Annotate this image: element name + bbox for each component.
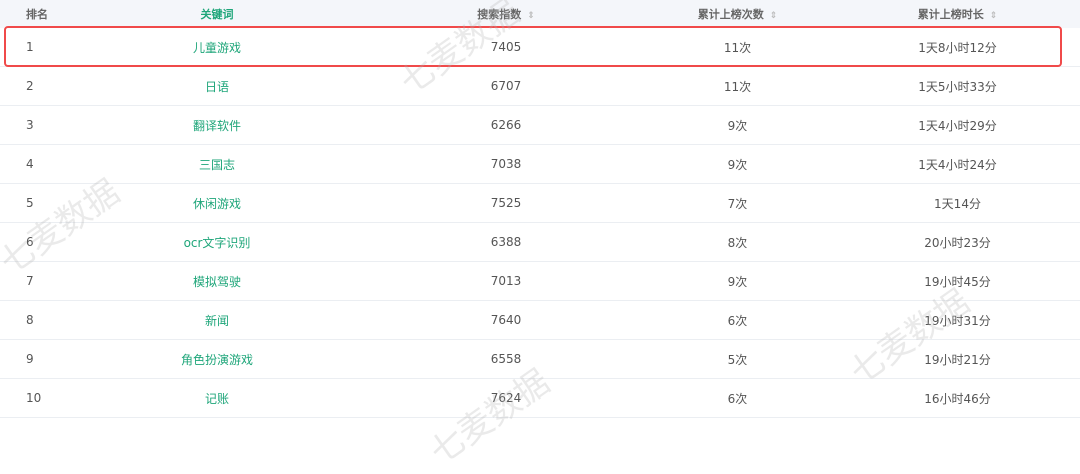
count: 6次 [727,313,748,328]
table-row: 10 记账 7624 6次 16小时46分 [0,379,1080,418]
rank: 7 [26,274,34,288]
keyword-link[interactable]: 记账 [204,391,229,406]
duration: 1天5小时33分 [918,79,997,94]
rank: 6 [26,235,34,249]
table-row: 9 角色扮演游戏 6558 5次 19小时21分 [0,340,1080,379]
duration: 1天8小时12分 [918,40,997,55]
table-row: 3 翻译软件 6266 9次 1天4小时29分 [0,106,1080,145]
count: 8次 [727,235,748,250]
keyword-link[interactable]: 新闻 [204,313,229,328]
count: 9次 [727,274,748,289]
duration: 1天4小时29分 [918,118,997,133]
search-index: 7624 [490,391,522,405]
duration: 19小时21分 [924,352,991,367]
rank: 10 [26,391,42,405]
table-row: 6 ocr文字识别 6388 8次 20小时23分 [0,223,1080,262]
duration: 1天4小时24分 [918,157,997,172]
count: 11次 [723,40,752,55]
rank: 8 [26,313,34,327]
search-index: 6388 [490,235,522,249]
search-index: 7405 [490,40,522,54]
search-index: 6558 [490,352,522,366]
keyword-link[interactable]: 儿童游戏 [192,40,241,55]
count: 5次 [727,352,748,367]
duration: 19小时45分 [924,274,991,289]
duration: 16小时46分 [924,391,991,406]
search-index: 6266 [490,118,522,132]
keyword-link[interactable]: 日语 [204,79,229,94]
table-header: 排名 关键词 搜索指数 ⇕ 累计上榜次数 ⇕ 累计上榜时长 ⇕ [0,0,1080,28]
duration: 20小时23分 [924,235,991,250]
count: 7次 [727,196,748,211]
search-index: 7038 [490,157,522,171]
rank: 2 [26,79,34,93]
table-row: 2 日语 6707 11次 1天5小时33分 [0,67,1080,106]
table-row: 5 休闲游戏 7525 7次 1天14分 [0,184,1080,223]
table-row: 4 三国志 7038 9次 1天4小时24分 [0,145,1080,184]
search-index: 7640 [490,313,522,327]
keyword-link[interactable]: 三国志 [198,157,235,172]
table-row: 7 模拟驾驶 7013 9次 19小时45分 [0,262,1080,301]
keyword-link[interactable]: 翻译软件 [192,118,241,133]
count: 6次 [727,391,748,406]
duration: 19小时31分 [924,313,991,328]
table-row: 8 新闻 7640 6次 19小时31分 [0,301,1080,340]
rank: 4 [26,157,34,171]
header-duration[interactable]: 累计上榜时长 ⇕ [917,8,998,21]
sort-arrows-icon[interactable]: ⇕ [769,11,778,21]
sort-arrows-icon[interactable]: ⇕ [527,11,535,21]
rank: 1 [26,40,34,54]
rank: 3 [26,118,34,132]
keyword-link[interactable]: 角色扮演游戏 [180,352,253,367]
keyword-link[interactable]: 模拟驾驶 [192,274,241,289]
keyword-link[interactable]: 休闲游戏 [192,196,241,211]
rank: 9 [26,352,34,366]
search-index: 7013 [490,274,522,288]
sort-arrows-icon[interactable]: ⇕ [989,11,998,21]
table-row: 1 儿童游戏 7405 11次 1天8小时12分 [0,28,1080,67]
rank: 5 [26,196,34,210]
duration: 1天14分 [934,196,981,211]
count: 9次 [727,118,748,133]
count: 9次 [727,157,748,172]
header-search-index[interactable]: 搜索指数 ⇕ [477,8,535,21]
header-rank: 排名 [26,8,48,21]
search-index: 7525 [490,196,522,210]
table-body: 1 儿童游戏 7405 11次 1天8小时12分 2 日语 6707 11次 1天… [0,28,1080,418]
header-count[interactable]: 累计上榜次数 ⇕ [697,8,778,21]
keyword-link[interactable]: ocr文字识别 [183,235,251,250]
count: 11次 [723,79,752,94]
search-index: 6707 [490,79,522,93]
header-keyword: 关键词 [200,8,234,21]
